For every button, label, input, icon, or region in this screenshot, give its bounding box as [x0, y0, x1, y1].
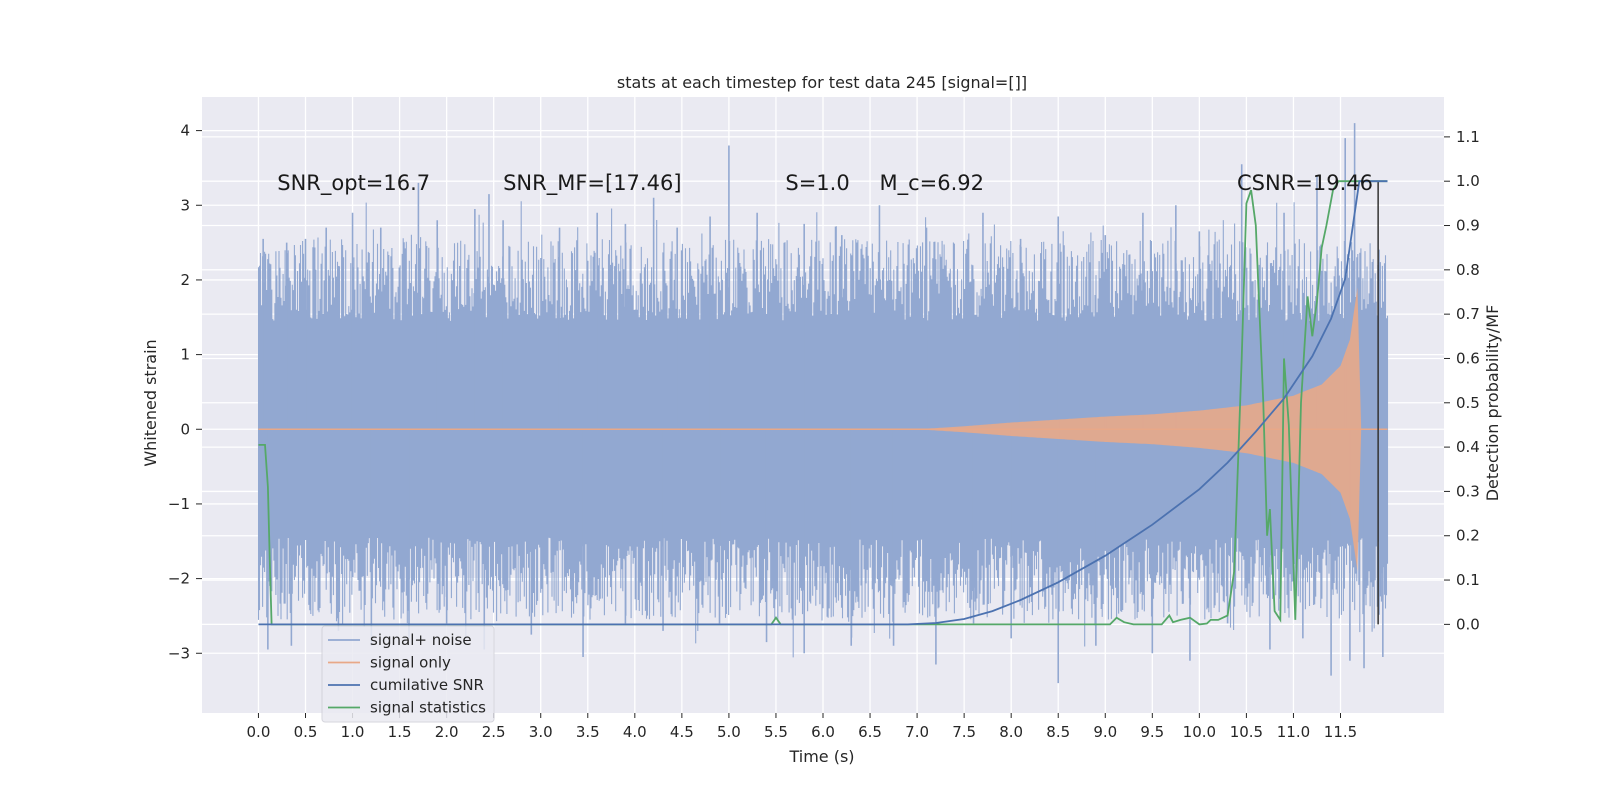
x-tick-label: 8.0: [999, 723, 1023, 741]
x-tick-label: 1.5: [388, 723, 412, 741]
x-tick-label: 9.5: [1140, 723, 1164, 741]
annotations: SNR_opt=16.7 SNR_MF=[17.46] S=1.0 M_c=6.92 C…: [277, 171, 1373, 196]
plot-content: [257, 123, 1389, 684]
annotation: S=1.0: [785, 171, 849, 195]
annotation: SNR_opt=16.7: [277, 171, 430, 196]
x-tick-label: 4.5: [670, 723, 694, 741]
x-tick-label: 0.0: [247, 723, 271, 741]
y-right-tick-label: 1.1: [1456, 128, 1480, 146]
legend-box: [321, 625, 495, 723]
x-tick-label: 7.0: [905, 723, 929, 741]
x-tick-label: 6.0: [811, 723, 835, 741]
y-right-tick-label: 0.2: [1456, 527, 1480, 545]
y-axis-right: 0.0 0.1 0.2 0.3 0.4 0.5 0.6 0.7 0.8 0.9 1.0 1.1: [1444, 128, 1480, 633]
y-left-tick-label: 3: [180, 196, 190, 214]
x-tick-label: 3.5: [576, 723, 600, 741]
x-tick-label: 5.0: [717, 723, 741, 741]
x-tick-label: 0.5: [294, 723, 318, 741]
x-tick-label: 8.5: [1046, 723, 1070, 741]
x-tick-label: 1.0: [341, 723, 365, 741]
y-right-tick-label: 0.3: [1456, 482, 1480, 500]
series-signal-statistics-line: [258, 180, 1388, 626]
x-tick-label: 2.0: [435, 723, 459, 741]
x-tick-label: 11.5: [1324, 723, 1357, 741]
y-right-tick-label: 0.4: [1456, 438, 1480, 456]
y-left-tick-label: −1: [168, 495, 190, 513]
y-axis-left-label: Whitened strain: [141, 339, 160, 466]
y-right-tick-label: 0.1: [1456, 571, 1480, 589]
x-tick-label: 11.0: [1277, 723, 1310, 741]
y-left-tick-label: −3: [168, 644, 190, 662]
x-tick-label: 2.5: [482, 723, 506, 741]
legend-label: signal only: [370, 654, 451, 672]
y-left-tick-label: −2: [168, 570, 190, 588]
legend-label: signal statistics: [370, 699, 486, 717]
y-axis-right-label: Detection probability/MF: [1483, 305, 1502, 502]
annotation: SNR_MF=[17.46]: [503, 171, 681, 196]
y-right-tick-label: 0.6: [1456, 349, 1480, 367]
y-right-tick-label: 0.0: [1456, 615, 1480, 633]
annotation: CSNR=19.46: [1237, 171, 1373, 195]
y-left-tick-label: 2: [180, 271, 190, 289]
x-axis-label: Time (s): [788, 747, 854, 766]
y-right-tick-label: 0.8: [1456, 261, 1480, 279]
y-axis-left: −3 −2 −1 0 1 2 3 4: [168, 122, 202, 662]
y-right-tick-label: 0.7: [1456, 305, 1480, 323]
y-right-tick-label: 0.5: [1456, 394, 1480, 412]
chart-title: stats at each timestep for test data 245…: [617, 73, 1027, 92]
legend: signal+ noise signal only cumilative SNR si…: [321, 625, 495, 723]
x-tick-label: 10.5: [1230, 723, 1263, 741]
x-tick-label: 3.0: [529, 723, 553, 741]
x-tick-label: 10.0: [1183, 723, 1216, 741]
annotation: M_c=6.92: [879, 171, 984, 196]
legend-label: cumilative SNR: [370, 676, 484, 694]
y-right-tick-label: 1.0: [1456, 172, 1480, 190]
x-tick-label: 6.5: [858, 723, 882, 741]
x-tick-label: 9.0: [1093, 723, 1117, 741]
legend-label: signal+ noise: [370, 631, 472, 649]
x-tick-label: 4.0: [623, 723, 647, 741]
x-tick-label: 5.5: [764, 723, 788, 741]
series-cumulative-snr-line: [258, 180, 1388, 626]
x-tick-label: 7.5: [952, 723, 976, 741]
y-left-tick-label: 1: [180, 346, 190, 364]
y-left-tick-label: 4: [180, 122, 190, 140]
y-right-tick-label: 0.9: [1456, 217, 1480, 235]
y-left-tick-label: 0: [180, 420, 190, 438]
